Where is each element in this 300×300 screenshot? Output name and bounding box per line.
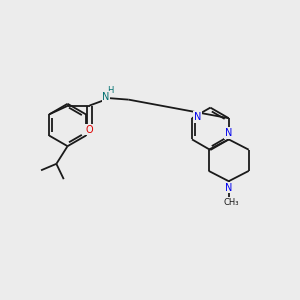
- Text: O: O: [86, 125, 93, 135]
- Text: N: N: [225, 183, 232, 193]
- Text: N: N: [225, 128, 232, 138]
- Text: CH₃: CH₃: [223, 198, 239, 207]
- Text: N: N: [194, 112, 202, 122]
- Text: H: H: [107, 86, 113, 95]
- Text: N: N: [102, 92, 110, 102]
